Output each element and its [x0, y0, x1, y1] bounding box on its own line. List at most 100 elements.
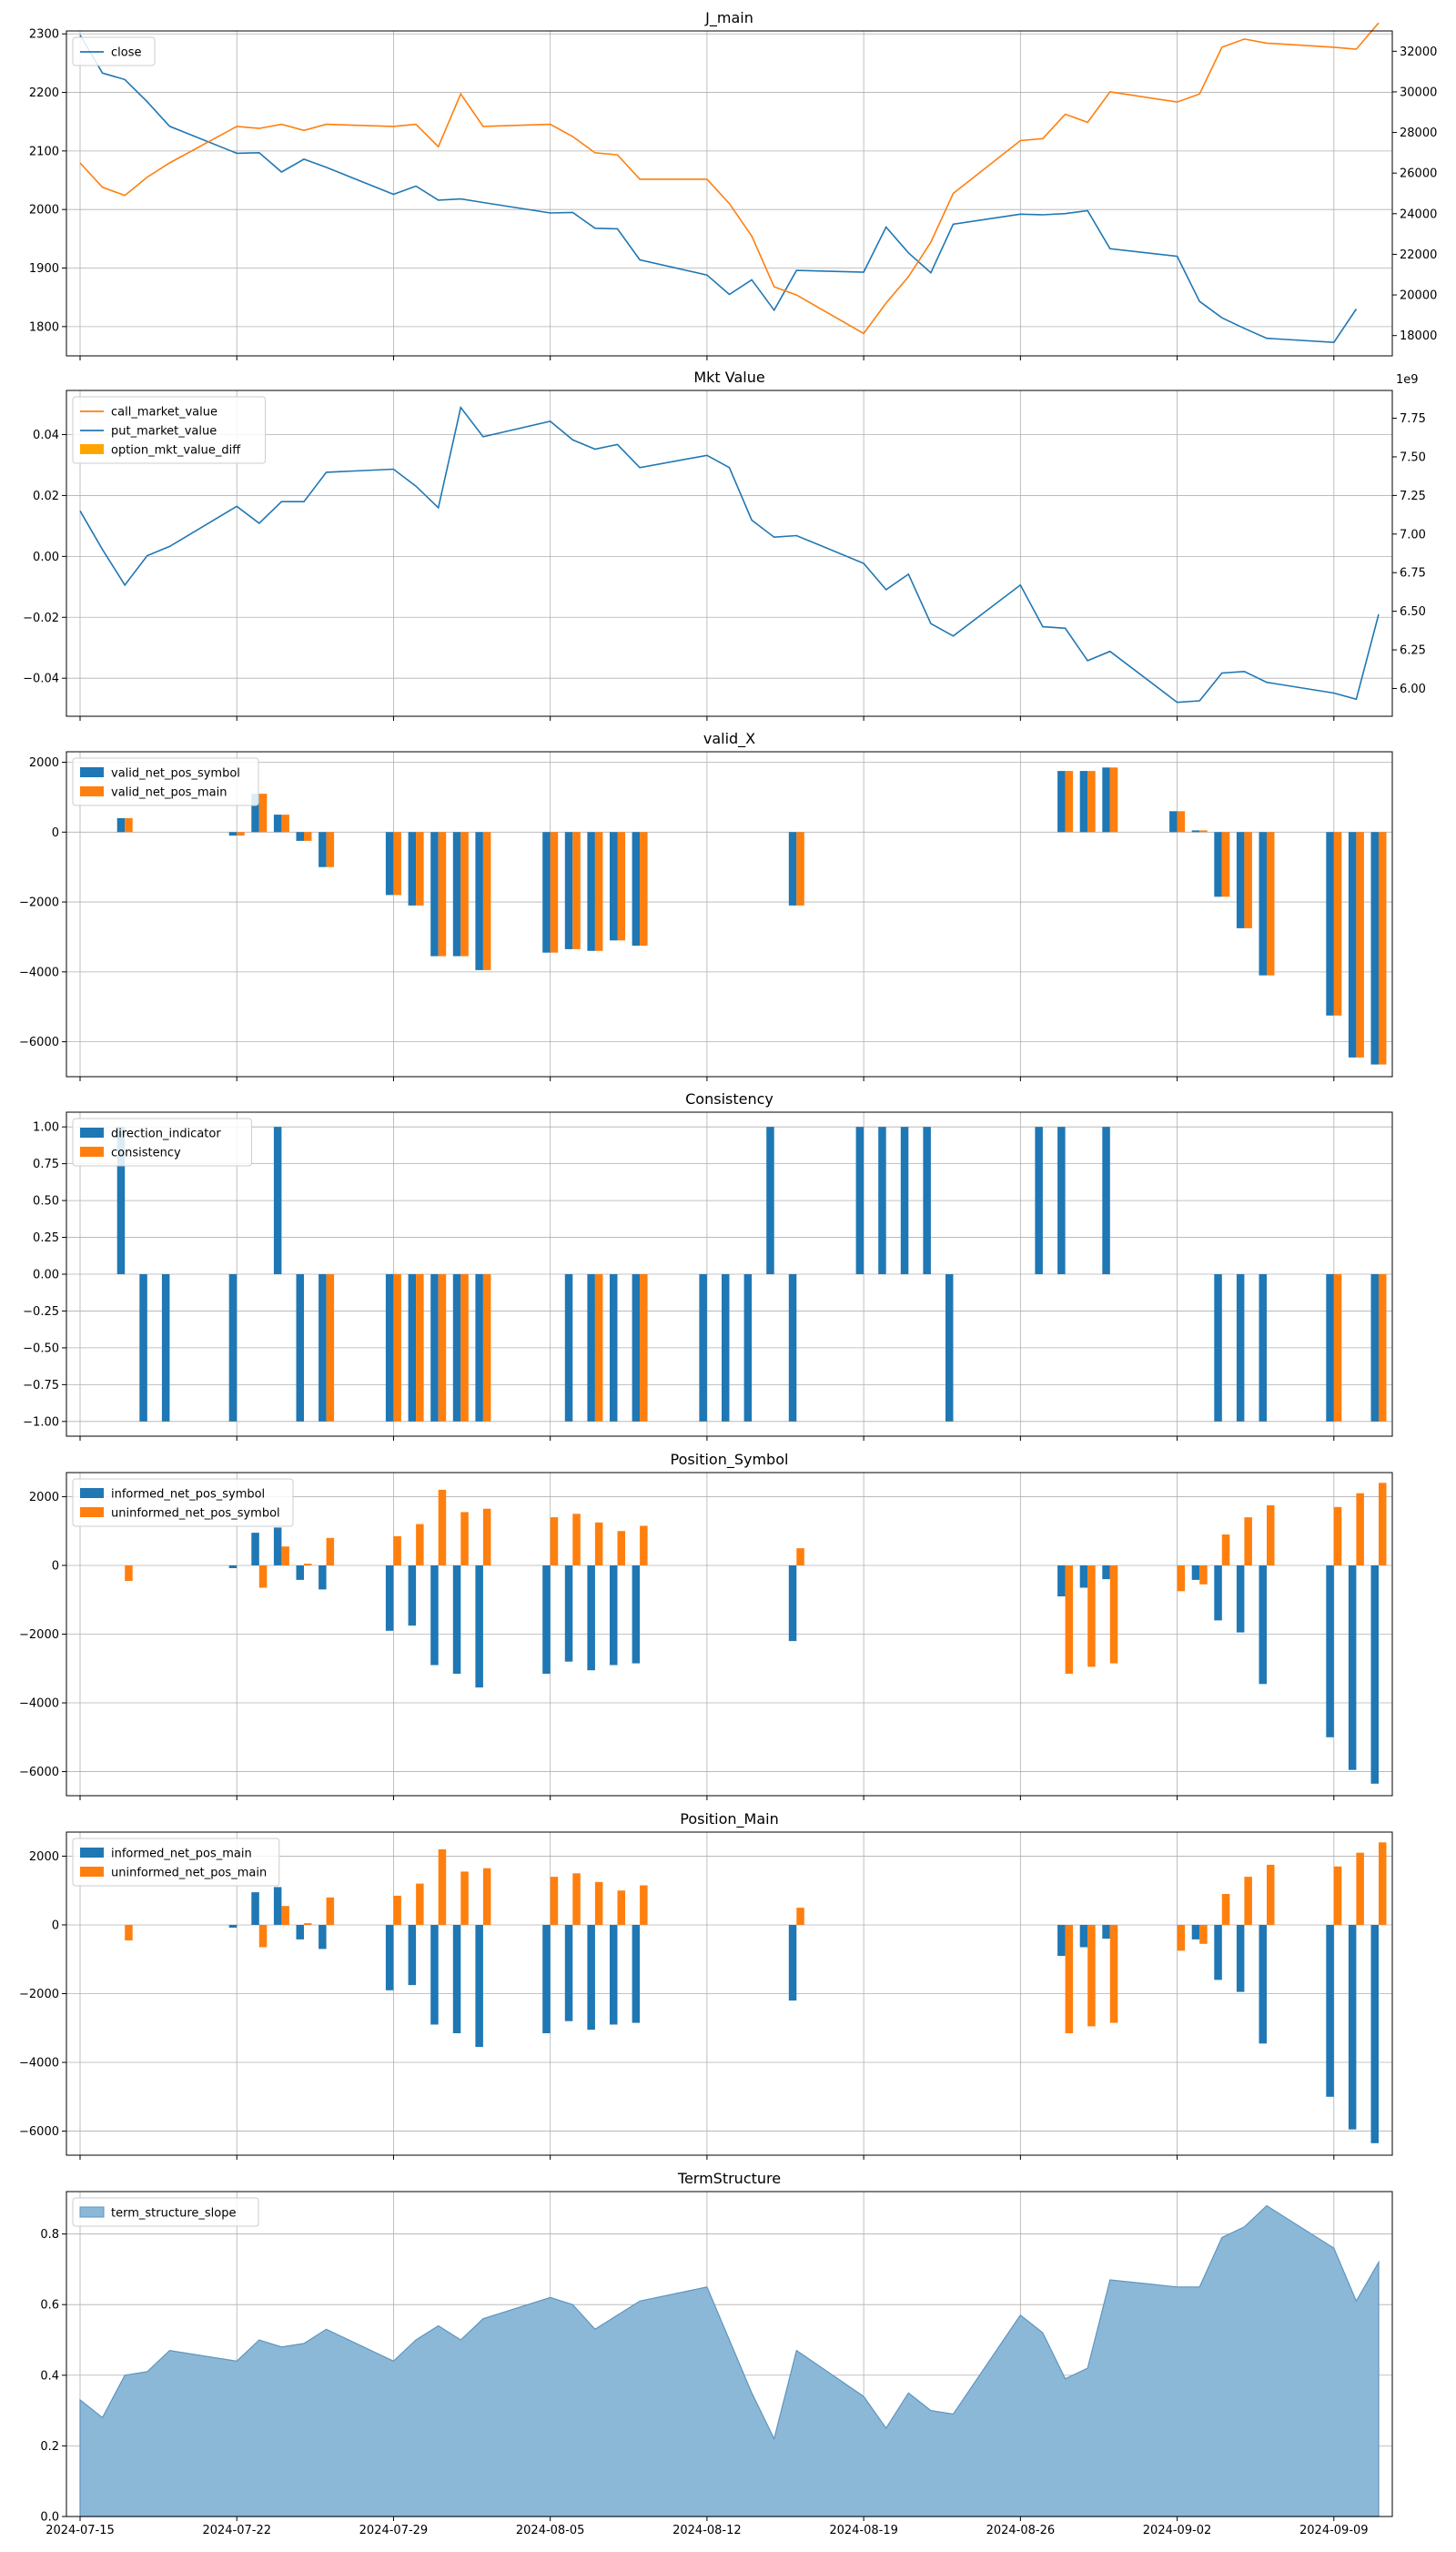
panel-valid-x: valid_X −6000 −4000 −2000 0 2000 valid_net_pos… [19, 730, 1393, 1081]
bar-uninformed_net_pos_main [304, 1923, 312, 1925]
y-tick-label: 0.0 [40, 2511, 59, 2525]
y-tick-label: −1.00 [23, 1415, 59, 1429]
bar-uninformed_net_pos_symbol [1177, 1565, 1186, 1592]
y-tick-label: 0.04 [33, 429, 59, 442]
x-tick-label: 2024-08-19 [829, 2524, 898, 2537]
bar-informed_net_pos_main [1057, 1925, 1066, 1956]
bar-uninformed_net_pos_symbol [1087, 1565, 1096, 1667]
bar-informed_net_pos_main [788, 1925, 797, 2001]
y-tick-label: 2000 [29, 1491, 59, 1504]
y2-tick-label: 24000 [1400, 208, 1437, 221]
bar-direction_indicator [610, 1274, 618, 1422]
bar-valid_net_pos_symbol [1370, 832, 1379, 1065]
bar-direction_indicator [273, 1127, 282, 1274]
bar-informed_net_pos_symbol [542, 1565, 551, 1674]
bar-valid_net_pos_symbol [542, 832, 551, 953]
y-tick-label: −2000 [19, 896, 59, 910]
bar-informed_net_pos_main [1102, 1925, 1110, 1939]
y-tick-label: 0.75 [33, 1158, 59, 1171]
bar-informed_net_pos_main [1191, 1925, 1200, 1939]
bar-valid_net_pos_symbol [1236, 832, 1245, 928]
legend-swatch [80, 444, 104, 454]
bar-uninformed_net_pos_main [1356, 1852, 1364, 1925]
bar-direction_indicator [1214, 1274, 1222, 1422]
bar-uninformed_net_pos_symbol [572, 1514, 581, 1565]
bar-valid_net_pos_main [1109, 767, 1118, 833]
bar-informed_net_pos_main [1259, 1925, 1267, 2044]
bar-valid_net_pos_symbol [296, 832, 304, 841]
bar-uninformed_net_pos_main [1267, 1864, 1275, 1925]
y2-tick-label: 6.50 [1400, 605, 1426, 619]
bar-valid_net_pos_main [125, 817, 133, 833]
bar-consistency [460, 1274, 469, 1422]
bar-uninformed_net_pos_symbol [796, 1548, 804, 1565]
y-tick-label: −6000 [19, 1766, 59, 1779]
bar-informed_net_pos_symbol [1102, 1565, 1110, 1580]
bar-uninformed_net_pos_symbol [281, 1546, 289, 1565]
bar-informed_net_pos_symbol [452, 1565, 461, 1674]
panel-title: Mkt Value [693, 369, 764, 386]
bar-uninformed_net_pos_symbol [1199, 1565, 1208, 1585]
bar-uninformed_net_pos_symbol [326, 1537, 335, 1565]
bar-uninformed_net_pos_symbol [393, 1535, 401, 1565]
bar-valid_net_pos_main [550, 832, 559, 953]
bar-uninformed_net_pos_symbol [1109, 1565, 1118, 1664]
bar-uninformed_net_pos_main [1087, 1925, 1096, 2027]
bar-informed_net_pos_symbol [1079, 1565, 1088, 1588]
bar-consistency [640, 1274, 648, 1422]
bar-valid_net_pos_symbol [318, 832, 327, 867]
bar-uninformed_net_pos_main [796, 1908, 804, 1925]
panel-termstructure: TermStructure 0.0 0.2 0.4 0.6 0.8 2024-07-15 20… [40, 2170, 1393, 2537]
x-tick-label: 2024-08-05 [516, 2524, 585, 2537]
bar-informed_net_pos_symbol [318, 1565, 327, 1590]
bar-uninformed_net_pos_symbol [1356, 1493, 1364, 1565]
bar-valid_net_pos_symbol [1348, 832, 1357, 1058]
bar-direction_indicator [923, 1127, 931, 1274]
bar-valid_net_pos_symbol [1214, 832, 1222, 897]
legend-swatch [80, 786, 104, 796]
bar-direction_indicator [564, 1274, 573, 1422]
y-tick-label: 1800 [29, 320, 59, 334]
bar-uninformed_net_pos_main [1109, 1925, 1118, 2023]
legend-entry: option_mkt_value_diff [111, 444, 241, 458]
bar-informed_net_pos_main [385, 1925, 394, 1990]
panel-title: valid_X [703, 730, 755, 748]
bar-valid_net_pos_main [1267, 832, 1275, 976]
bar-valid_net_pos_main [393, 832, 401, 896]
plot-area [116, 767, 1387, 1065]
bar-uninformed_net_pos_main [1244, 1877, 1252, 1925]
bar-valid_net_pos_main [237, 832, 245, 836]
y-tick-label: 0.6 [40, 2299, 59, 2313]
bar-consistency [1333, 1274, 1342, 1422]
bar-valid_net_pos_symbol [273, 815, 282, 833]
panel-position-main: Position_Main −6000 −4000 −2000 0 2000 informe… [19, 1810, 1393, 2160]
panel-j-main: J_main 1800 1900 2000 2100 2200 2300 18000 20000… [29, 9, 1437, 360]
bar-direction_indicator [900, 1127, 909, 1274]
bar-valid_net_pos_symbol [385, 832, 394, 896]
legend-swatch [80, 767, 104, 777]
panel-title: Position_Symbol [671, 1451, 789, 1469]
panel-title: TermStructure [677, 2170, 781, 2187]
bar-informed_net_pos_symbol [408, 1565, 417, 1626]
y2-tick-label: 28000 [1400, 127, 1437, 140]
bar-valid_net_pos_main [258, 794, 268, 833]
bar-informed_net_pos_main [1214, 1925, 1222, 1980]
legend-swatch [80, 1848, 104, 1858]
y-tick-label: 2000 [29, 756, 59, 770]
bar-informed_net_pos_symbol [273, 1527, 282, 1565]
bar-informed_net_pos_main [1370, 1925, 1379, 2143]
panel-consistency: Consistency −1.00 −0.75 −0.50 −0.25 0.00 0.25 0… [23, 1090, 1393, 1441]
y-tick-label: −0.02 [23, 612, 59, 625]
bar-direction_indicator [228, 1274, 238, 1422]
legend-entry: valid_net_pos_symbol [111, 767, 240, 781]
legend-entry: close [111, 46, 141, 60]
bar-informed_net_pos_main [273, 1887, 282, 1925]
bar-valid_net_pos_main [281, 815, 289, 833]
bar-uninformed_net_pos_main [393, 1895, 401, 1925]
y-tick-label: −4000 [19, 1697, 59, 1711]
bar-informed_net_pos_symbol [1326, 1565, 1334, 1737]
y-tick-label: −0.04 [23, 673, 59, 686]
bar-uninformed_net_pos_symbol [438, 1489, 447, 1565]
y2-tick-label: 18000 [1400, 329, 1437, 343]
